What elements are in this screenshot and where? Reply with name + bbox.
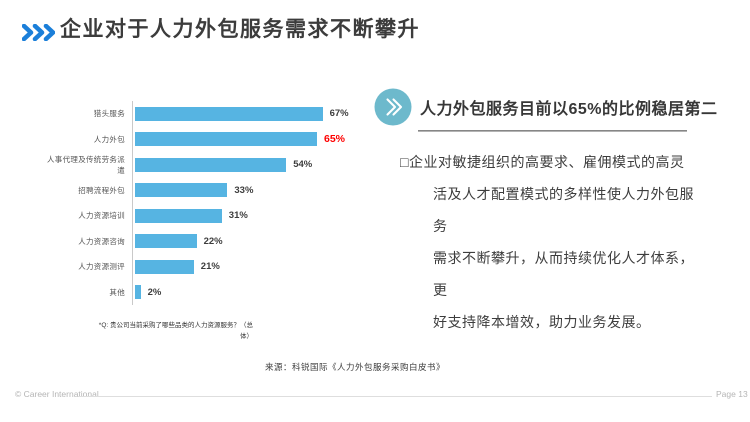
value-label: 67% <box>329 108 349 120</box>
value-label: 2% <box>147 286 162 298</box>
chart-row: 人力资源咨询 22% <box>40 228 415 254</box>
bar-area: 67% <box>132 101 415 127</box>
value-label: 21% <box>200 261 220 273</box>
chart-row: 人力资源培训 31% <box>40 203 415 229</box>
category-label: 人事代理及传统劳务派遣 <box>47 154 125 175</box>
chart-row: 其他 2% <box>40 279 415 305</box>
bar-chart-rows: 猎头服务 67% 人力外包 65% 人事代理及传统劳务派遣 54% 招聘流程外包 33% 人力资… <box>40 95 415 309</box>
footer-page-number: Page 13 <box>716 389 748 399</box>
chart-row: 招聘流程外包 33% <box>40 177 415 203</box>
value-label: 31% <box>228 210 248 222</box>
bar-area: 22% <box>132 228 415 254</box>
slide-title: 企业对于人力外包服务需求不断攀升 <box>60 18 420 41</box>
bar-area: 21% <box>132 254 415 280</box>
chart-row: 人力资源测评 21% <box>40 254 415 280</box>
chart-row: 人力外包 65% <box>40 126 415 152</box>
bar-area: 33% <box>132 177 415 203</box>
bar-chart: 猎头服务 67% 人力外包 65% 人事代理及传统劳务派遣 54% 招聘流程外包 33% 人力资… <box>40 95 415 309</box>
panel-heading-underline <box>418 130 687 132</box>
value-label: 22% <box>203 235 223 247</box>
category-label: 人力资源咨询 <box>78 236 125 246</box>
bar-area: 65% <box>132 126 415 152</box>
bar <box>135 183 228 198</box>
category-label: 猎头服务 <box>93 109 125 119</box>
bar-area: 2% <box>132 279 415 305</box>
bar <box>135 106 323 121</box>
category-label: 其他 <box>109 287 125 297</box>
source-citation: 来源：科锐国际《人力外包服务采购白皮书》 <box>265 362 446 372</box>
chart-row: 人事代理及传统劳务派遣 54% <box>40 152 415 178</box>
category-label: 人力外包 <box>93 134 125 144</box>
category-label: 招聘流程外包 <box>78 185 125 195</box>
footer-copyright: © Career International <box>15 389 99 399</box>
bar <box>135 132 317 147</box>
bar <box>135 208 222 223</box>
bar <box>135 285 141 300</box>
category-label: 人力资源培训 <box>78 211 125 221</box>
value-label: 65% <box>324 133 346 146</box>
bar-area: 31% <box>132 203 415 229</box>
bar <box>135 234 197 249</box>
panel-heading: 人力外包服务目前以65%的比例稳居第二 <box>420 101 718 118</box>
value-label: 33% <box>234 184 254 196</box>
bar <box>135 259 194 274</box>
chart-row: 猎头服务 67% <box>40 101 415 127</box>
value-label: 54% <box>293 159 313 171</box>
triple-chevron-right-icon <box>22 24 55 41</box>
footer-divider-line <box>78 396 712 397</box>
category-label: 人力资源测评 <box>78 262 125 272</box>
bar-area: 54% <box>132 152 415 178</box>
double-chevron-circle-icon <box>374 88 412 126</box>
panel-body-text: □企业对敏捷组织的高要求、雇佣模式的高灵 活及人才配置模式的多样性使人力外包服务… <box>400 154 694 330</box>
chart-footnote: *Q: 贵公司当前采购了哪些品类的人力资源服务？（总 体） <box>98 322 253 341</box>
bar <box>135 157 287 172</box>
